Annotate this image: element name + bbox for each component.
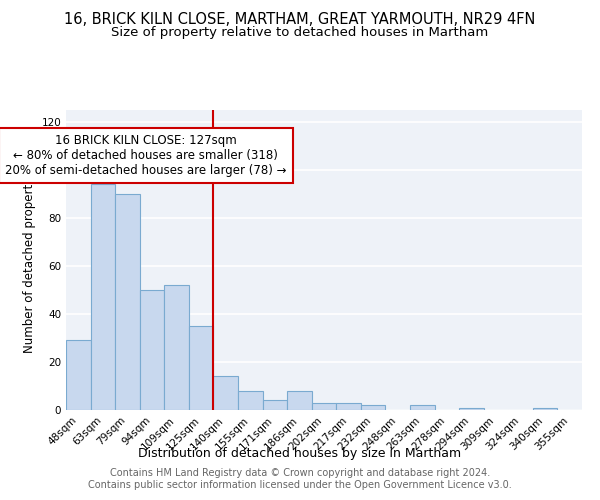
Bar — [287, 391, 312, 410]
Bar — [263, 400, 287, 410]
Text: 16, BRICK KILN CLOSE, MARTHAM, GREAT YARMOUTH, NR29 4FN: 16, BRICK KILN CLOSE, MARTHAM, GREAT YAR… — [64, 12, 536, 28]
Bar — [214, 376, 238, 410]
Text: Size of property relative to detached houses in Martham: Size of property relative to detached ho… — [112, 26, 488, 39]
Bar — [91, 184, 115, 410]
Bar — [115, 194, 140, 410]
Bar — [533, 408, 557, 410]
Bar — [189, 326, 214, 410]
Bar — [238, 391, 263, 410]
Bar — [361, 405, 385, 410]
Text: Contains HM Land Registry data © Crown copyright and database right 2024.
Contai: Contains HM Land Registry data © Crown c… — [88, 468, 512, 490]
Bar — [164, 285, 189, 410]
Bar — [312, 403, 336, 410]
Bar — [140, 290, 164, 410]
Text: Distribution of detached houses by size in Martham: Distribution of detached houses by size … — [139, 448, 461, 460]
Y-axis label: Number of detached properties: Number of detached properties — [23, 167, 36, 353]
Bar — [336, 403, 361, 410]
Text: 16 BRICK KILN CLOSE: 127sqm
← 80% of detached houses are smaller (318)
20% of se: 16 BRICK KILN CLOSE: 127sqm ← 80% of det… — [5, 134, 287, 177]
Bar — [410, 405, 434, 410]
Bar — [66, 340, 91, 410]
Bar — [459, 408, 484, 410]
